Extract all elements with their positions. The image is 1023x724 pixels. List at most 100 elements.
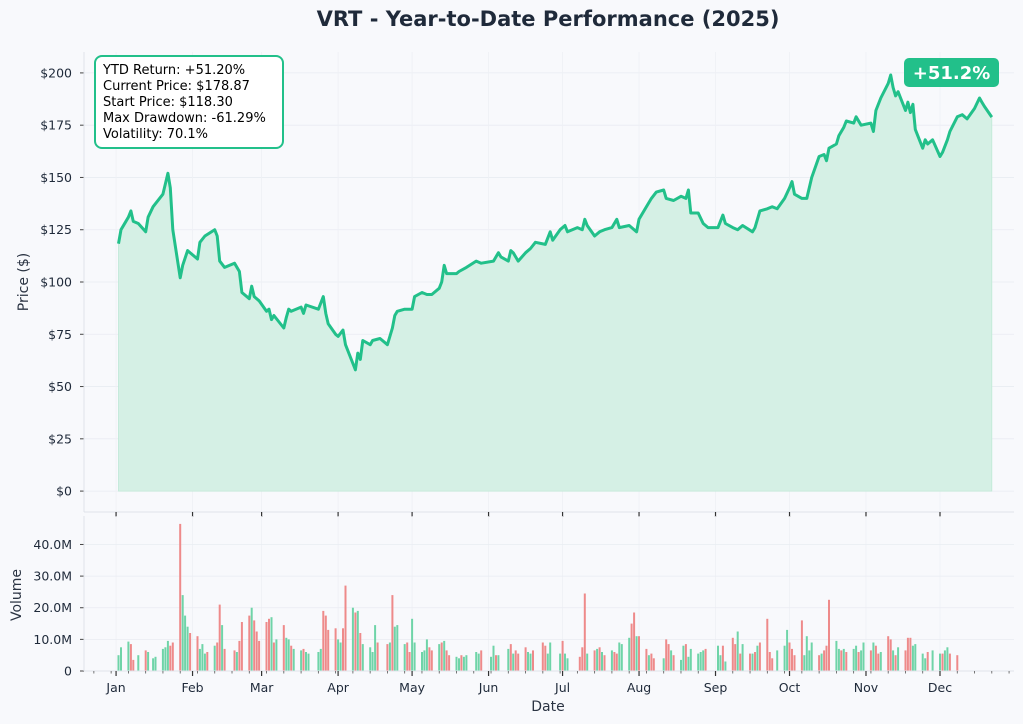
x-tick-label: Nov <box>854 680 879 695</box>
volume-bar <box>956 655 959 671</box>
volume-bar <box>302 648 305 671</box>
volume-bar <box>342 628 344 671</box>
stats-start-price: Start Price: $118.30 <box>103 95 233 110</box>
volume-bar <box>887 636 890 671</box>
volume-bar <box>670 650 673 671</box>
volume-bar <box>583 593 586 671</box>
volume-bar <box>751 653 754 671</box>
volume-bar <box>268 618 270 671</box>
volume-bar <box>596 648 599 671</box>
volume-bar <box>702 650 705 671</box>
volume-bar <box>235 652 238 671</box>
volume-bar <box>768 652 771 671</box>
stats-volatility: Volatility: 70.1% <box>103 127 208 142</box>
volume-bar <box>948 653 951 671</box>
volume-bar <box>517 653 520 671</box>
volume-bar <box>240 622 243 671</box>
volume-bar <box>213 645 216 671</box>
volume-bar <box>166 640 169 671</box>
volume-bar <box>603 655 606 671</box>
volume-bar <box>480 650 483 671</box>
volume-bar <box>258 640 261 671</box>
x-tick-label: Jan <box>105 680 125 695</box>
volume-bar <box>909 637 912 671</box>
volume-bar <box>406 642 409 671</box>
volume-bar <box>275 639 278 671</box>
volume-bar <box>559 653 562 671</box>
volume-bar <box>403 644 406 671</box>
volume-bar <box>633 612 636 671</box>
volume-bar <box>564 653 566 671</box>
volume-bar <box>939 653 941 671</box>
price-y-tick-label: $150 <box>40 170 72 185</box>
x-tick-label: Apr <box>327 680 349 695</box>
volume-bar <box>337 639 340 671</box>
price-y-tick-label: $25 <box>48 431 72 446</box>
volume-y-tick-label: 40.0M <box>33 537 72 552</box>
volume-bar <box>411 618 414 671</box>
price-panel: $0 $25 $50 $75 $100 $125 $150 $175 $200 Price ($… <box>16 52 1014 517</box>
volume-bar <box>460 655 463 671</box>
volume-bar <box>561 640 564 671</box>
volume-bar <box>425 639 428 671</box>
price-y-tick-label: $75 <box>48 327 72 342</box>
volume-bar <box>650 653 653 671</box>
volume-bar <box>319 648 322 671</box>
volume-bar <box>689 648 692 671</box>
volume-bar <box>662 658 665 671</box>
volume-bar <box>615 653 618 671</box>
volume-bar <box>544 645 547 671</box>
volume-bar <box>181 595 184 671</box>
volume-bar <box>527 652 529 671</box>
volume-panel: 0 10.0M 20.0M 30.0M 40.0M Jan Feb Mar Apr May Jun… <box>9 516 1014 715</box>
volume-bar <box>897 647 900 671</box>
volume-bar <box>129 644 132 671</box>
volume-bar <box>351 607 354 671</box>
volume-bar <box>586 653 589 671</box>
volume-y-axis-label: Volume <box>9 569 25 621</box>
volume-bar <box>741 644 744 671</box>
volume-bar <box>374 625 377 671</box>
volume-bar <box>495 655 497 671</box>
volume-bar <box>327 629 330 671</box>
volume-bar <box>618 642 621 671</box>
volume-bar <box>196 636 199 671</box>
volume-bar <box>613 652 616 671</box>
volume-bar <box>645 648 648 671</box>
volume-bar <box>593 650 596 671</box>
volume-bar <box>697 653 700 671</box>
volume-bar <box>852 648 855 671</box>
volume-bar <box>687 656 690 671</box>
price-y-tick-label: $200 <box>40 65 72 80</box>
volume-bar <box>736 631 739 671</box>
volume-bar <box>408 652 411 671</box>
volume-bar <box>931 650 934 671</box>
volume-bar <box>532 650 534 671</box>
volume-bar <box>943 650 946 671</box>
volume-bar <box>324 615 327 671</box>
x-tick-label: Mar <box>250 680 274 695</box>
volume-bar <box>282 625 285 671</box>
volume-bar <box>894 655 897 671</box>
volume-bar <box>206 652 209 671</box>
volume-bar <box>860 650 863 671</box>
volume-bar <box>184 615 187 671</box>
x-tick-label: Dec <box>928 680 952 695</box>
volume-bar <box>458 658 460 671</box>
volume-bar <box>598 647 601 671</box>
volume-bar <box>137 655 140 671</box>
volume-y-tick-label: 20.0M <box>33 600 72 615</box>
volume-bar <box>529 653 532 671</box>
volume-bar <box>322 610 325 671</box>
volume-bar <box>808 650 811 671</box>
price-x-ticks <box>115 512 941 517</box>
volume-bar <box>477 653 480 671</box>
volume-bar <box>198 648 201 671</box>
volume-bar <box>845 652 848 671</box>
volume-bar <box>889 639 892 671</box>
volume-bar <box>189 633 192 671</box>
volume-bar <box>359 633 362 671</box>
volume-bar <box>462 656 465 671</box>
volume-bar <box>652 658 655 671</box>
